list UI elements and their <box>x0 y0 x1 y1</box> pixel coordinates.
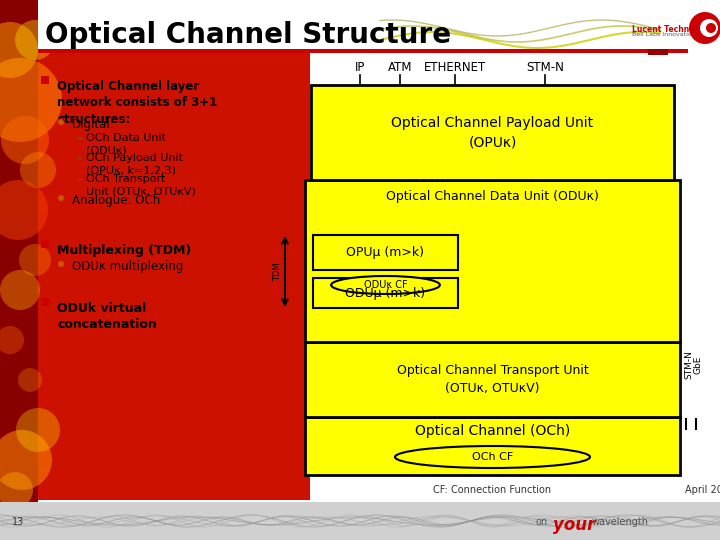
Text: CF: Connection Function: CF: Connection Function <box>433 485 552 495</box>
Text: OCh Data Unit
(ODUκ): OCh Data Unit (ODUκ) <box>86 133 166 156</box>
Bar <box>41 240 49 248</box>
Circle shape <box>0 472 33 508</box>
Bar <box>38 49 688 53</box>
Circle shape <box>0 58 62 142</box>
Bar <box>305 180 680 342</box>
Circle shape <box>58 119 64 125</box>
Text: Optical Channel (OCh): Optical Channel (OCh) <box>415 424 570 438</box>
Circle shape <box>689 12 720 44</box>
Bar <box>313 278 458 308</box>
Text: STM-N: STM-N <box>685 350 693 379</box>
Circle shape <box>1 116 49 164</box>
Bar <box>41 76 49 84</box>
Circle shape <box>0 270 40 310</box>
Circle shape <box>706 23 716 33</box>
Text: wavelength: wavelength <box>592 517 649 527</box>
Text: ETHERNET: ETHERNET <box>424 61 486 74</box>
Text: Analogue: OCh: Analogue: OCh <box>72 194 161 207</box>
Bar <box>305 342 680 417</box>
Text: Optical Channel Data Unit (ODUκ): Optical Channel Data Unit (ODUκ) <box>386 190 599 203</box>
Text: Optical Channel Transport Unit
(OTUκ, OTUκV): Optical Channel Transport Unit (OTUκ, OT… <box>397 364 588 395</box>
Text: ODUκ multiplexing: ODUκ multiplexing <box>72 260 184 273</box>
Text: Multiplexing (TDM): Multiplexing (TDM) <box>57 244 192 257</box>
Text: Optical Channel Payload Unit
(OPUκ): Optical Channel Payload Unit (OPUκ) <box>392 116 593 149</box>
Circle shape <box>0 180 48 240</box>
Text: TDM: TDM <box>274 262 282 281</box>
Text: Optical Channel Structure: Optical Channel Structure <box>45 21 451 49</box>
Circle shape <box>15 20 55 60</box>
Circle shape <box>16 408 60 452</box>
Text: –: – <box>76 174 81 184</box>
Text: ODUκ CF: ODUκ CF <box>364 280 408 290</box>
Text: ATM: ATM <box>388 61 413 74</box>
Ellipse shape <box>395 446 590 468</box>
Text: Digital:: Digital: <box>72 118 114 131</box>
Text: OCh Payload Unit
(OPUκ, k=1,2,3): OCh Payload Unit (OPUκ, k=1,2,3) <box>86 153 183 176</box>
Text: STM-N: STM-N <box>526 61 564 74</box>
Text: ODUk virtual
concatenation: ODUk virtual concatenation <box>57 302 157 332</box>
Text: –: – <box>76 153 81 163</box>
Bar <box>41 298 49 306</box>
Text: Optical Channel layer
network consists of 3+1
structures:: Optical Channel layer network consists o… <box>57 80 217 126</box>
Bar <box>38 37 310 505</box>
Bar <box>0 0 38 540</box>
Text: your: your <box>553 516 595 534</box>
Text: Bell Labs Innovations: Bell Labs Innovations <box>632 32 699 37</box>
Text: OPUμ (m>k): OPUμ (m>k) <box>346 246 425 259</box>
Bar <box>0 502 720 540</box>
Text: on: on <box>536 517 548 527</box>
Text: IP: IP <box>355 61 365 74</box>
Text: ODUμ (m>k): ODUμ (m>k) <box>346 287 426 300</box>
Text: 13: 13 <box>12 517 24 527</box>
Text: OCh Transport
Unit (OTUκ, OTUκV): OCh Transport Unit (OTUκ, OTUκV) <box>86 174 196 197</box>
Bar <box>648 49 668 55</box>
Circle shape <box>0 22 38 78</box>
Circle shape <box>0 326 24 354</box>
Circle shape <box>0 430 52 490</box>
Bar <box>313 235 458 270</box>
Bar <box>305 417 680 475</box>
Circle shape <box>20 152 56 188</box>
Text: Lucent Technologies: Lucent Technologies <box>632 24 720 33</box>
Circle shape <box>700 19 718 37</box>
Bar <box>38 500 720 505</box>
Text: –: – <box>76 133 81 143</box>
Text: OCh CF: OCh CF <box>472 452 513 462</box>
Circle shape <box>58 195 64 201</box>
Ellipse shape <box>331 276 440 294</box>
Text: GbE: GbE <box>693 355 703 374</box>
Text: April 2002: April 2002 <box>685 485 720 495</box>
Circle shape <box>58 261 64 267</box>
Circle shape <box>19 244 51 276</box>
Circle shape <box>18 368 42 392</box>
Bar <box>311 85 674 180</box>
Bar <box>38 0 720 50</box>
